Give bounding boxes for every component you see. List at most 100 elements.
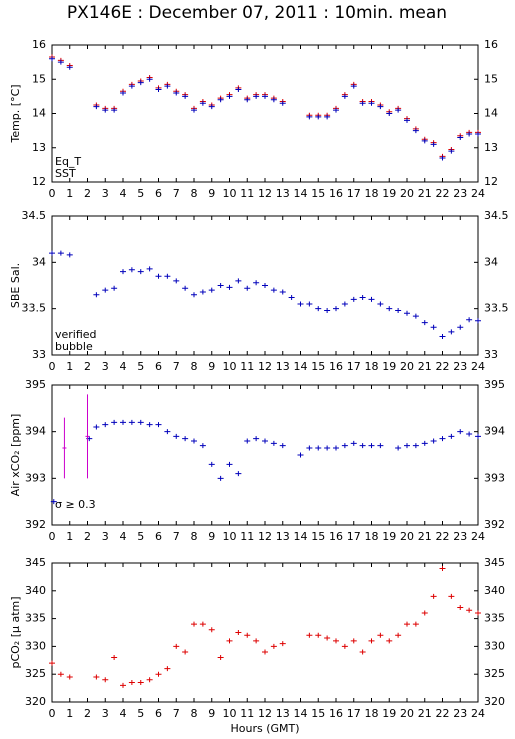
y-tick-label: 395 xyxy=(25,378,46,391)
x-tick-label: 18 xyxy=(365,530,379,543)
data-point xyxy=(137,80,144,86)
data-point xyxy=(421,320,428,326)
data-point xyxy=(173,278,180,284)
data-point xyxy=(93,674,100,680)
plot-frame xyxy=(51,44,479,183)
data-point xyxy=(430,438,437,444)
data-point xyxy=(155,87,162,93)
x-tick-label: 6 xyxy=(155,187,162,200)
y-tick-label: 395 xyxy=(484,378,505,391)
data-point xyxy=(137,680,144,686)
data-point xyxy=(102,677,109,683)
data-point xyxy=(208,287,215,293)
x-tick-label: 11 xyxy=(240,360,254,373)
data-point xyxy=(368,100,375,106)
data-point xyxy=(253,93,260,99)
y-tick-label: 325 xyxy=(25,667,46,680)
data-point xyxy=(333,107,339,113)
data-point xyxy=(377,632,384,638)
x-tick-label: 6 xyxy=(155,707,162,720)
data-point xyxy=(368,296,375,302)
x-tick-label: 2 xyxy=(84,360,91,373)
x-tick-label: 2 xyxy=(84,530,91,543)
data-point xyxy=(57,250,64,256)
y-tick-label: 13 xyxy=(484,141,498,154)
data-point xyxy=(412,128,419,134)
x-tick-label: 19 xyxy=(382,707,396,720)
y-tick-label: 325 xyxy=(484,667,505,680)
data-point xyxy=(226,284,233,290)
data-point xyxy=(404,310,410,316)
x-tick-label: 6 xyxy=(155,530,162,543)
data-point xyxy=(421,138,428,144)
x-tick-label: 16 xyxy=(329,360,343,373)
y-tick-label: 14 xyxy=(484,107,498,120)
data-point xyxy=(395,632,402,638)
y-tick-label: 34 xyxy=(32,255,46,268)
y-tick-label: 34 xyxy=(484,255,498,268)
data-point xyxy=(49,250,55,256)
data-point xyxy=(102,287,109,293)
x-tick-label: 20 xyxy=(400,707,414,720)
x-tick-label: 12 xyxy=(258,707,272,720)
data-point xyxy=(191,292,197,298)
data-point xyxy=(128,680,135,686)
y-tick-label: 345 xyxy=(25,556,46,569)
y-tick-label: 16 xyxy=(32,38,46,51)
x-tick-label: 17 xyxy=(347,187,361,200)
x-tick-label: 11 xyxy=(240,530,254,543)
data-point xyxy=(128,83,135,89)
data-point xyxy=(386,111,393,116)
data-point xyxy=(404,443,410,449)
y-tick-label: 33.5 xyxy=(484,302,509,315)
x-axis-label: Hours (GMT) xyxy=(230,722,299,735)
y-tick-label: 34.5 xyxy=(22,209,47,222)
x-tick-label: 19 xyxy=(382,360,396,373)
y-axis-label: Air xCO₂ [ppm] xyxy=(9,414,22,497)
data-point xyxy=(324,308,331,314)
x-tick-label: 3 xyxy=(102,187,109,200)
x-tick-label: 22 xyxy=(436,360,450,373)
data-point xyxy=(377,443,384,449)
data-point xyxy=(315,632,322,638)
data-point xyxy=(412,443,419,449)
data-point xyxy=(448,329,455,335)
data-point xyxy=(262,283,268,288)
data-point xyxy=(457,604,464,610)
x-tick-label: 6 xyxy=(155,360,162,373)
data-point xyxy=(279,443,286,449)
data-point xyxy=(93,104,100,110)
data-point xyxy=(457,429,464,435)
data-point xyxy=(395,308,402,314)
x-tick-label: 3 xyxy=(102,707,109,720)
data-point xyxy=(448,433,455,439)
data-point xyxy=(217,283,224,288)
data-point xyxy=(199,443,206,449)
y-tick-label: 12 xyxy=(32,175,46,188)
data-point xyxy=(439,333,446,339)
chart-title: PX146E : December 07, 2011 : 10min. mean xyxy=(67,3,447,23)
x-tick-label: 4 xyxy=(120,707,127,720)
x-tick-label: 21 xyxy=(418,187,432,200)
data-point xyxy=(270,440,277,446)
data-point xyxy=(475,131,481,137)
data-point xyxy=(270,643,277,649)
x-tick-label: 8 xyxy=(191,707,198,720)
data-point xyxy=(120,419,126,425)
data-point xyxy=(439,436,446,442)
data-point xyxy=(182,285,189,291)
x-tick-label: 9 xyxy=(208,707,215,720)
x-tick-label: 24 xyxy=(471,530,485,543)
data-point xyxy=(466,431,473,437)
data-point xyxy=(368,443,375,449)
data-point xyxy=(315,114,322,120)
data-point xyxy=(66,64,73,70)
data-point xyxy=(244,438,251,444)
data-point xyxy=(430,141,437,147)
data-point xyxy=(182,649,189,655)
data-point xyxy=(146,266,153,272)
y-tick-label: 15 xyxy=(484,72,498,85)
data-point xyxy=(359,649,366,655)
x-tick-label: 5 xyxy=(137,530,144,543)
